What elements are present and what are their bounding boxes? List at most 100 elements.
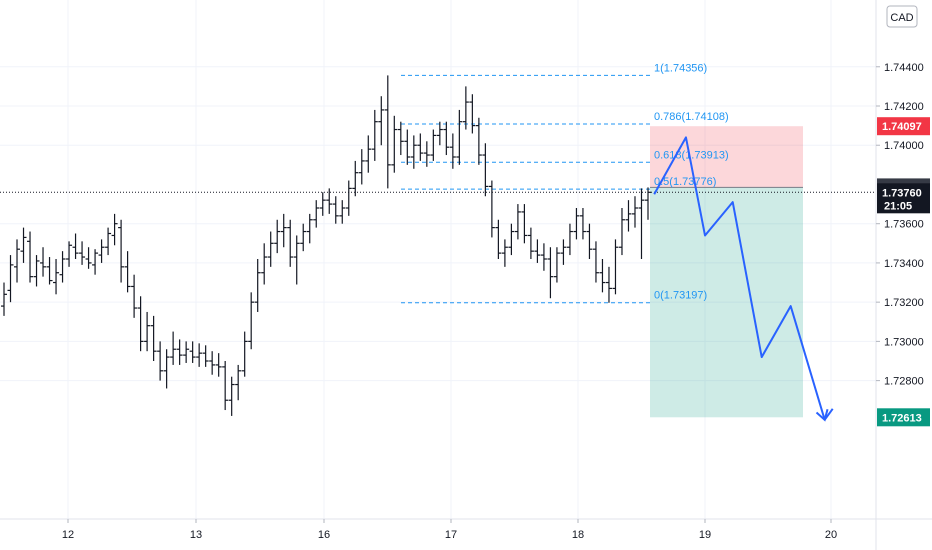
ohlc-bar [98, 239, 105, 263]
ohlc-bar [326, 188, 333, 214]
ohlc-bar [72, 233, 79, 259]
ohlc-bar [300, 223, 307, 252]
ohlc-bar [371, 109, 378, 161]
ohlc-bar [189, 341, 196, 363]
ohlc-bar [118, 219, 125, 283]
ohlc-bar [40, 247, 47, 277]
ohlc-bar [163, 349, 170, 389]
ohlc-bar [319, 192, 326, 216]
ohlc-bar [150, 315, 157, 361]
ohlc-bar [345, 180, 352, 216]
price-tag-label: 1.73760 [882, 187, 922, 199]
ohlc-bar [254, 259, 261, 312]
ohlc-bar [638, 188, 645, 259]
ohlc-bar [46, 257, 53, 285]
ohlc-bar [605, 266, 612, 303]
ohlc-bar [540, 243, 547, 271]
ohlc-bar [7, 255, 14, 303]
ohlc-bar [378, 96, 385, 146]
price-tag-label: 1.72613 [882, 412, 922, 424]
grid [0, 0, 876, 519]
y-tick-label: 1.73200 [884, 297, 924, 309]
ohlc-bar [33, 255, 40, 287]
ohlc-bar [59, 251, 66, 283]
ohlc-bar [482, 143, 489, 197]
price-tag-bg [877, 408, 930, 427]
ohlc-bar [547, 247, 554, 299]
price-tag: 1.72613 [877, 408, 930, 427]
ohlc-bar [66, 241, 73, 267]
fibonacci-levels: 1(1.74356) 0.786(1.74108) 0.618(1.73913) 0.… [401, 62, 729, 304]
ohlc-bar [53, 259, 60, 295]
ohlc-bar [358, 149, 365, 185]
x-tick-label: 18 [572, 529, 584, 541]
ohlc-bar [280, 213, 287, 248]
fib-label: 0.786(1.74108) [654, 111, 729, 123]
ohlc-bar [222, 361, 229, 411]
ohlc-bar [105, 227, 112, 256]
ohlc-bar [131, 274, 138, 318]
ohlc-bar [527, 227, 534, 259]
ohlc-bar [157, 341, 164, 381]
ohlc-bar [196, 343, 203, 367]
ohlc-bar [456, 109, 463, 165]
ohlc-bar [430, 129, 437, 161]
ohlc-bar [1, 282, 7, 316]
ohlc-bar [599, 259, 606, 293]
x-tick-label: 20 [825, 529, 837, 541]
ohlc-bar [202, 345, 209, 367]
ohlc-bar [423, 141, 430, 167]
ohlc-bar [397, 121, 404, 156]
ohlc-bar [462, 86, 469, 130]
ohlc-bar [339, 200, 346, 224]
ohlc-bar [573, 208, 580, 240]
y-tick-label: 1.74000 [884, 140, 924, 152]
ohlc-bar [631, 196, 638, 228]
fib-label: 1(1.74356) [654, 62, 707, 74]
ohlc-bar [352, 160, 359, 197]
ohlc-bar [501, 239, 508, 267]
ohlc-bar [274, 219, 281, 254]
ohlc-bar [20, 227, 27, 263]
y-tick-label: 1.73400 [884, 258, 924, 270]
ohlc-bar [183, 341, 190, 363]
price-tag: 1.74097 [877, 117, 930, 136]
ohlc-bar [332, 196, 339, 224]
x-tick-label: 19 [699, 529, 711, 541]
y-tick-label: 1.74200 [884, 101, 924, 113]
ohlc-bar [79, 241, 86, 265]
ohlc-bar [417, 133, 424, 161]
ohlc-bar [144, 311, 151, 352]
ohlc-bar [313, 200, 320, 228]
projection-path [653, 136, 834, 422]
currency-badge [886, 5, 918, 28]
ohlc-bar [261, 243, 268, 285]
ohlc-bar [521, 204, 528, 244]
ohlc-bar [410, 135, 417, 169]
ohlc-bar [495, 219, 502, 259]
ohlc-bar [508, 223, 515, 256]
ohlc-bar [92, 249, 99, 275]
ohlc-bar [248, 292, 255, 350]
ohlc-bar [469, 94, 476, 134]
x-tick-label: 13 [190, 529, 202, 541]
ohlc-bar [27, 231, 34, 283]
ohlc-bar [391, 115, 398, 173]
currency-label: CAD [890, 12, 913, 24]
ohlc-bar [579, 208, 586, 240]
ohlc-bar [534, 239, 541, 263]
ohlc-bar [365, 135, 372, 173]
y-tick-label: 1.72800 [884, 376, 924, 388]
ohlc-bar [215, 353, 222, 377]
ohlc-bar [293, 235, 300, 285]
x-tick-label: 17 [445, 529, 457, 541]
y-tick-label: 1.73600 [884, 219, 924, 231]
ohlc-bar [306, 213, 313, 244]
x-tick-label: 12 [62, 529, 74, 541]
ohlc-bar [475, 117, 482, 165]
ohlc-bar [566, 223, 573, 256]
